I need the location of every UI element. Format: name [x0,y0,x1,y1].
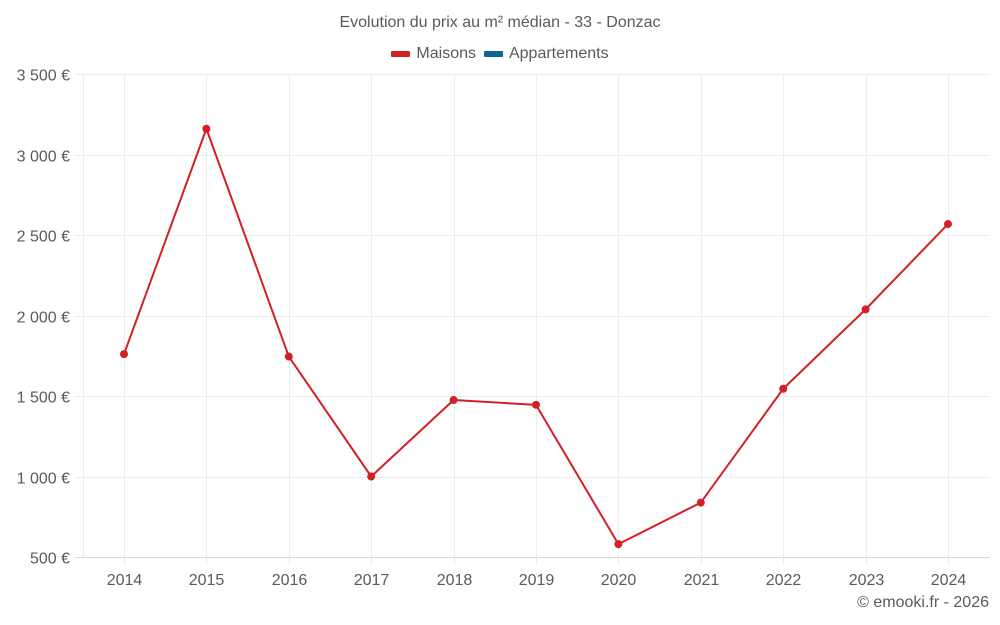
legend-swatch-maisons [391,51,411,57]
legend-label-maisons: Maisons [416,45,476,62]
legend-item-appartements[interactable]: Appartements [483,45,609,63]
y-tick-label: 500 € [30,551,70,568]
data-point[interactable] [696,498,705,507]
data-point[interactable] [120,350,128,359]
y-tick-label: 1 500 € [17,390,70,407]
y-tick-label: 2 000 € [17,310,70,327]
legend-item-maisons[interactable]: Maisons [391,45,476,63]
x-tick-label: 2016 [272,572,308,589]
data-point[interactable] [532,400,540,409]
x-tick-label: 2024 [931,572,967,589]
data-point[interactable] [449,396,458,405]
x-tick-label: 2022 [766,572,802,589]
x-tick-label: 2018 [437,572,473,589]
x-tick-label: 2020 [601,572,637,589]
data-point[interactable] [944,220,952,229]
x-tick-label: 2014 [107,572,143,589]
legend-swatch-appartements [483,51,503,57]
data-point[interactable] [614,540,623,549]
copyright-footer: © emooki.fr - 2026 [857,594,989,611]
data-point[interactable] [202,124,211,133]
x-tick-label: 2017 [354,572,390,589]
data-point[interactable] [367,472,376,481]
y-tick-label: 3 500 € [17,68,70,85]
x-tick-label: 2021 [684,572,720,589]
y-tick-label: 1 000 € [17,471,70,488]
chart-legend: Maisons Appartements [0,45,1000,63]
y-tick-label: 2 500 € [17,229,70,246]
x-tick-label: 2023 [849,572,885,589]
x-tick-label: 2015 [189,572,225,589]
x-tick-label: 2019 [519,572,555,589]
data-point[interactable] [284,352,293,361]
data-point[interactable] [861,305,870,314]
y-tick-label: 3 000 € [17,149,70,166]
legend-label-appartements: Appartements [508,45,609,62]
data-point[interactable] [779,384,788,393]
chart-title: Evolution du prix au m² médian - 33 - Do… [339,14,661,31]
